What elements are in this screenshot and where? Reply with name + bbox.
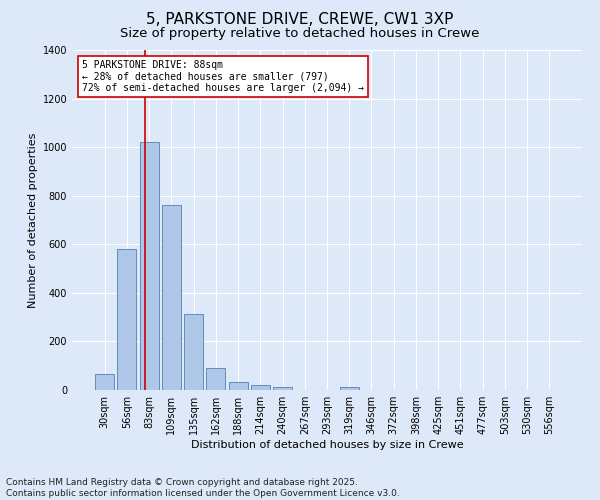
Bar [229, 382, 248, 390]
Bar [206, 368, 225, 390]
Bar [340, 386, 359, 390]
Text: Size of property relative to detached houses in Crewe: Size of property relative to detached ho… [121, 28, 479, 40]
Text: 5, PARKSTONE DRIVE, CREWE, CW1 3XP: 5, PARKSTONE DRIVE, CREWE, CW1 3XP [146, 12, 454, 28]
X-axis label: Distribution of detached houses by size in Crewe: Distribution of detached houses by size … [191, 440, 463, 450]
Bar [140, 142, 158, 390]
Bar [162, 206, 181, 390]
Bar [95, 374, 114, 390]
Bar [273, 387, 292, 390]
Bar [251, 384, 270, 390]
Y-axis label: Number of detached properties: Number of detached properties [28, 132, 38, 308]
Bar [118, 249, 136, 390]
Text: Contains HM Land Registry data © Crown copyright and database right 2025.
Contai: Contains HM Land Registry data © Crown c… [6, 478, 400, 498]
Bar [184, 314, 203, 390]
Text: 5 PARKSTONE DRIVE: 88sqm
← 28% of detached houses are smaller (797)
72% of semi-: 5 PARKSTONE DRIVE: 88sqm ← 28% of detach… [82, 60, 364, 94]
